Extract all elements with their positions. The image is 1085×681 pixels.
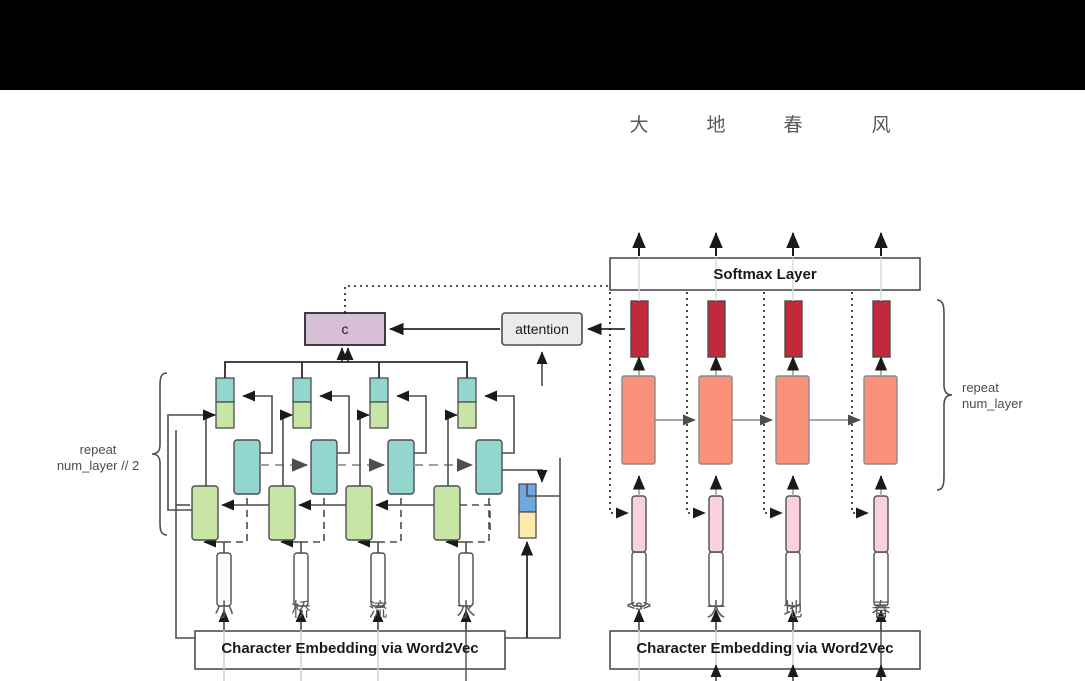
encoder-output-states [215, 377, 477, 429]
softmax-pass-through-guides [638, 258, 882, 301]
encoder-backward-blocks [191, 485, 461, 541]
decoder-repeat-brace [936, 299, 953, 491]
encoder-state-bus [224, 361, 468, 378]
context-vector-box [304, 312, 386, 346]
bridge-block [518, 483, 537, 539]
decoder-rnn-to-out-arrows [632, 356, 888, 371]
encoder-group [167, 347, 515, 681]
decoder-group [609, 232, 921, 681]
encoder-repeat-brace [151, 372, 168, 536]
encoder-embedding-box [194, 630, 506, 670]
letterbox-band-top [0, 0, 1085, 90]
decoder-output-char-3: 春 [783, 114, 803, 136]
decoder-embedding-cells [631, 551, 889, 607]
decoder-rnn-to-out-stems [638, 358, 882, 376]
diagram-svg [151, 232, 953, 681]
encoder-embed-to-rnn [203, 536, 467, 553]
diagram-canvas: c attention Character Embedding via Word… [0, 90, 1085, 681]
encoder-input-char-2: 桥 [291, 599, 311, 621]
encoder-embedding-label: Character Embedding via Word2Vec [221, 640, 479, 657]
encoder-teal-to-state [242, 390, 515, 454]
softmax-layer-label: Softmax Layer [713, 266, 817, 283]
encoder-green-to-state [167, 409, 293, 511]
attention-label: attention [515, 321, 569, 337]
decoder-repeat-line-2: num_layer [962, 396, 1023, 412]
encoder-char-guides [223, 623, 379, 681]
bridge-side-link [526, 484, 560, 497]
encoder-bus-to-context [336, 347, 354, 362]
encoder-backward-tail [460, 504, 491, 534]
softmax-layer-box [609, 257, 921, 291]
encoder-input-char-4: 水 [456, 599, 476, 621]
encoder-repeat-line-2: num_layer // 2 [56, 458, 140, 474]
decoder-embedding-label: Character Embedding via Word2Vec [636, 640, 894, 657]
decoder-input-char-3: 地 [783, 599, 803, 621]
decoder-input-char-4: 春 [871, 599, 891, 621]
decoder-repeat-label: repeat num_layer [962, 380, 1072, 413]
encoder-repeat-line-1: repeat [79, 442, 117, 457]
decoder-input-arrows [710, 664, 887, 681]
decoder-output-char-2: 地 [706, 114, 726, 136]
decoder-output-char-4: 风 [871, 114, 891, 136]
decoder-input-token-1: <s> [626, 597, 652, 613]
decoder-embedding-box [609, 630, 921, 670]
attention-box [501, 312, 583, 346]
forward-to-bridge [502, 469, 548, 483]
decoder-input-char-2: 大 [706, 599, 726, 621]
encoder-embed-up-arrows [218, 609, 472, 630]
encoder-green-state-risers [203, 409, 458, 486]
context-vector-label: c [341, 321, 349, 337]
encoder-repeat-label: repeat num_layer // 2 [48, 442, 148, 475]
decoder-pink-to-rnn-arrows [632, 475, 888, 490]
decoder-embed-up-arrows [633, 609, 887, 630]
decoder-pink-cells [631, 495, 889, 553]
encoder-forward-blocks [233, 439, 503, 495]
decoder-output-blocks [630, 300, 891, 358]
encoder-input-char-3: 流 [368, 599, 388, 621]
softmax-out-arrows [632, 232, 888, 256]
decoder-repeat-line-1: repeat [962, 380, 999, 395]
decoder-output-char-1: 大 [629, 114, 649, 136]
encoder-embedding-cells [216, 552, 474, 607]
encoder-input-char-1: 小 [214, 599, 234, 621]
decoder-pink-to-rnn-stems [638, 478, 882, 496]
